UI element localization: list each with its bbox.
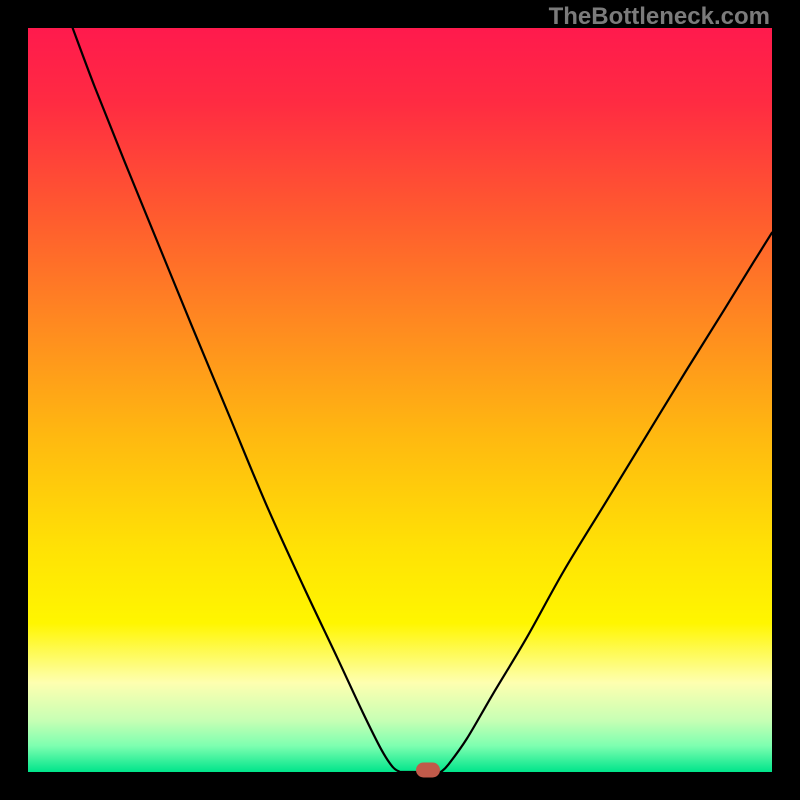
bottleneck-curve-path [73,28,772,772]
plot-area [28,28,772,772]
bottleneck-curve [28,28,772,772]
chart-frame: TheBottleneck.com [0,0,800,800]
source-watermark: TheBottleneck.com [549,3,770,31]
optimum-marker [416,762,440,777]
